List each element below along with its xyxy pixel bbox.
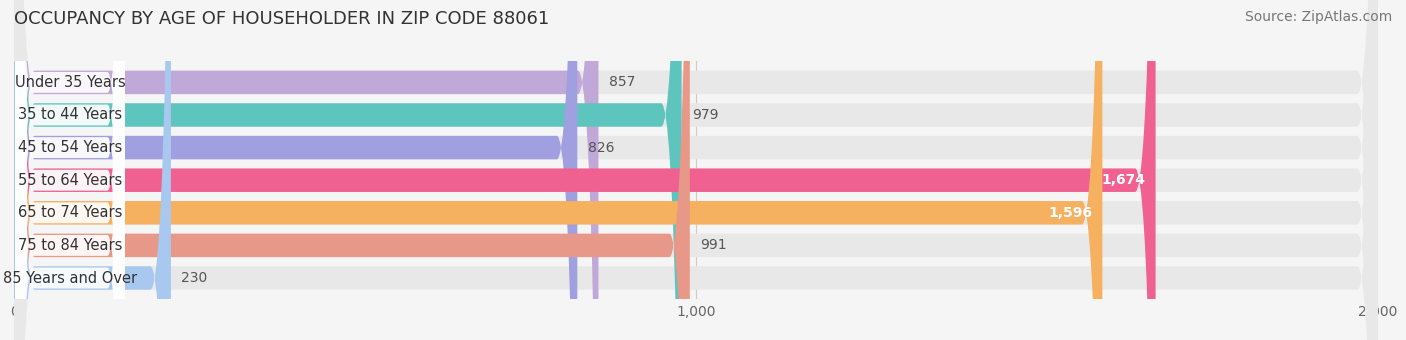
FancyBboxPatch shape [14,0,1378,340]
Text: 979: 979 [692,108,718,122]
Text: OCCUPANCY BY AGE OF HOUSEHOLDER IN ZIP CODE 88061: OCCUPANCY BY AGE OF HOUSEHOLDER IN ZIP C… [14,10,550,28]
Text: 85 Years and Over: 85 Years and Over [3,271,136,286]
Text: 1,596: 1,596 [1047,206,1092,220]
FancyBboxPatch shape [15,0,125,340]
FancyBboxPatch shape [14,0,1102,340]
FancyBboxPatch shape [14,0,599,340]
FancyBboxPatch shape [15,0,125,340]
FancyBboxPatch shape [15,0,125,340]
FancyBboxPatch shape [14,0,1378,340]
FancyBboxPatch shape [15,0,125,340]
Text: Under 35 Years: Under 35 Years [14,75,125,90]
Text: 65 to 74 Years: 65 to 74 Years [18,205,122,220]
FancyBboxPatch shape [15,0,125,340]
FancyBboxPatch shape [14,0,578,340]
FancyBboxPatch shape [15,0,125,340]
FancyBboxPatch shape [14,0,1378,340]
FancyBboxPatch shape [14,0,690,340]
FancyBboxPatch shape [14,0,172,340]
Text: Source: ZipAtlas.com: Source: ZipAtlas.com [1244,10,1392,24]
Text: 857: 857 [609,75,636,89]
Text: 45 to 54 Years: 45 to 54 Years [18,140,122,155]
FancyBboxPatch shape [15,0,125,340]
FancyBboxPatch shape [14,0,1378,340]
FancyBboxPatch shape [14,0,682,340]
FancyBboxPatch shape [14,0,1156,340]
Text: 55 to 64 Years: 55 to 64 Years [18,173,122,188]
Text: 826: 826 [588,141,614,155]
FancyBboxPatch shape [14,0,1378,340]
Text: 1,674: 1,674 [1101,173,1146,187]
FancyBboxPatch shape [14,0,1378,340]
FancyBboxPatch shape [14,0,1378,340]
Text: 75 to 84 Years: 75 to 84 Years [18,238,122,253]
Text: 35 to 44 Years: 35 to 44 Years [18,107,122,122]
Text: 230: 230 [181,271,207,285]
Text: 991: 991 [700,238,727,252]
